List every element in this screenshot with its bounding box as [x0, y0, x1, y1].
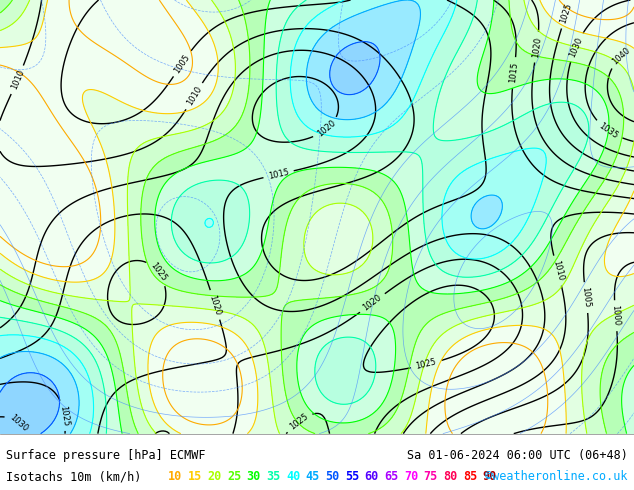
Text: 1040: 1040: [611, 46, 632, 67]
Text: 60: 60: [365, 470, 378, 483]
Text: 1010: 1010: [9, 69, 26, 91]
Text: 80: 80: [443, 470, 457, 483]
Text: 50: 50: [325, 470, 339, 483]
Text: Surface pressure [hPa] ECMWF: Surface pressure [hPa] ECMWF: [6, 449, 206, 463]
Text: 70: 70: [404, 470, 418, 483]
Text: 1005: 1005: [172, 52, 191, 74]
Text: 1020: 1020: [531, 36, 543, 58]
Text: 40: 40: [286, 470, 300, 483]
Text: 85: 85: [463, 470, 477, 483]
Text: Isotachs 10m (km/h): Isotachs 10m (km/h): [6, 470, 142, 483]
Text: 55: 55: [345, 470, 359, 483]
Text: 1000: 1000: [611, 305, 621, 326]
Text: 1020: 1020: [361, 293, 384, 313]
Text: 1020: 1020: [316, 119, 337, 139]
Text: 30: 30: [247, 470, 261, 483]
Text: 1010: 1010: [551, 259, 565, 282]
Text: 1025: 1025: [58, 404, 70, 427]
Text: 65: 65: [384, 470, 398, 483]
Text: 1015: 1015: [268, 168, 290, 181]
Text: 90: 90: [482, 470, 496, 483]
Text: 10: 10: [168, 470, 182, 483]
Text: 1035: 1035: [597, 121, 620, 140]
Text: 1010: 1010: [185, 85, 204, 107]
Text: ©weatheronline.co.uk: ©weatheronline.co.uk: [485, 470, 628, 483]
Text: 1025: 1025: [288, 412, 310, 432]
Text: 20: 20: [207, 470, 221, 483]
Text: 15: 15: [188, 470, 202, 483]
Text: 1025: 1025: [148, 261, 168, 283]
Text: 1030: 1030: [8, 413, 30, 433]
Text: Sa 01-06-2024 06:00 UTC (06+48): Sa 01-06-2024 06:00 UTC (06+48): [407, 449, 628, 463]
Text: 25: 25: [227, 470, 241, 483]
Text: 45: 45: [306, 470, 320, 483]
Text: 1005: 1005: [580, 287, 592, 309]
Text: 1015: 1015: [508, 62, 520, 83]
Text: 1030: 1030: [567, 36, 584, 59]
Text: 1025: 1025: [415, 358, 437, 371]
Text: 35: 35: [266, 470, 280, 483]
Text: 1020: 1020: [208, 294, 223, 316]
Text: 1025: 1025: [559, 2, 574, 25]
Text: 75: 75: [424, 470, 437, 483]
